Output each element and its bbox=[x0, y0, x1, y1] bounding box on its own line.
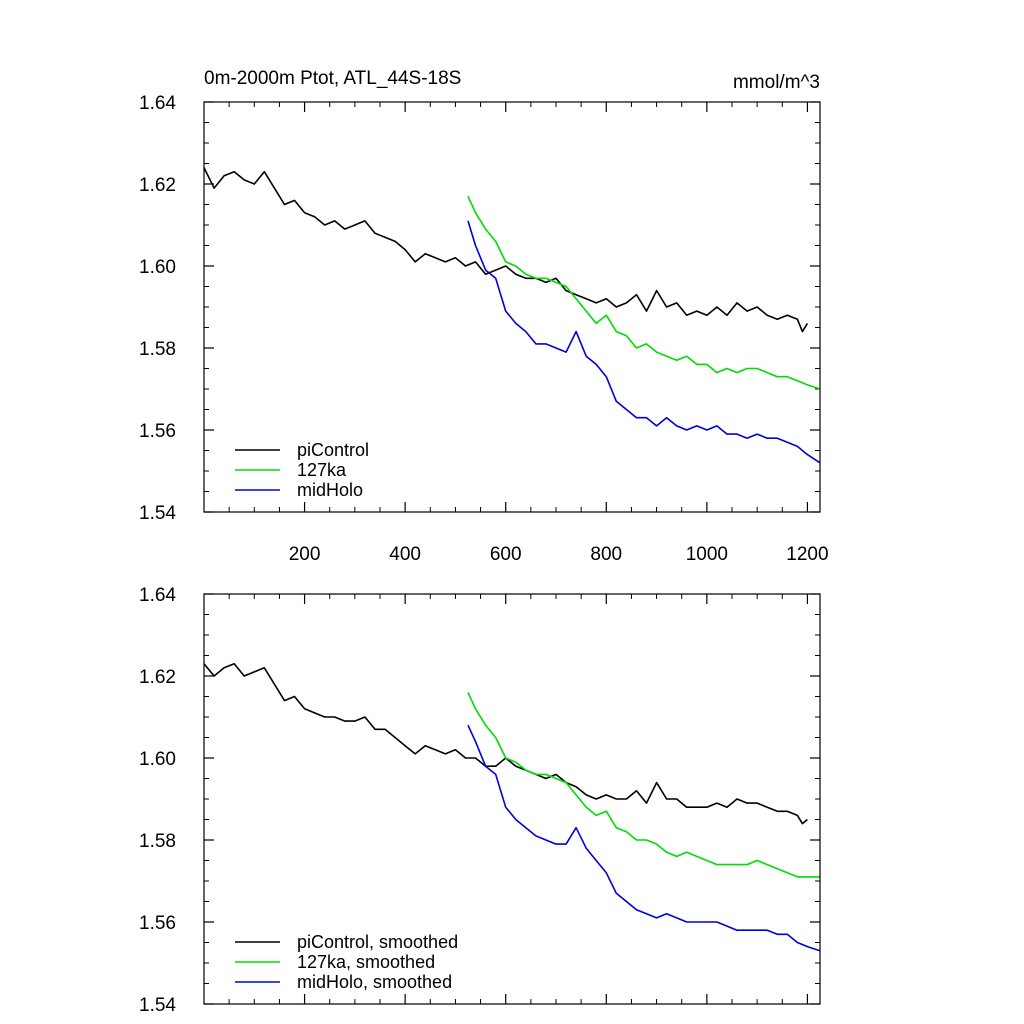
y-tick-label: 1.54 bbox=[139, 995, 176, 1016]
x-tick-label: 200 bbox=[289, 544, 321, 565]
top-panel-title: 0m-2000m Ptot, ATL_44S-18S bbox=[204, 68, 461, 89]
top-plot-frame bbox=[203, 101, 821, 513]
y-tick-label: 1.54 bbox=[139, 503, 176, 524]
y-tick-label: 1.58 bbox=[139, 831, 176, 852]
y-tick-label: 1.60 bbox=[139, 257, 176, 278]
y-tick-label: 1.64 bbox=[139, 93, 176, 114]
x-tick-label: 400 bbox=[389, 544, 421, 565]
legend-label: midHolo, smoothed bbox=[297, 972, 452, 992]
x-tick-label: 1000 bbox=[686, 544, 728, 565]
series-line-2 bbox=[467, 724, 821, 952]
legend-label: midHolo bbox=[297, 480, 363, 500]
top-panel: 0m-2000m Ptot, ATL_44S-18S mmol/m^3 200 4… bbox=[139, 68, 829, 565]
top-panel-units: mmol/m^3 bbox=[733, 72, 820, 93]
series-line-1 bbox=[467, 195, 821, 390]
y-tick-label: 1.60 bbox=[139, 749, 176, 770]
x-tick-label: 800 bbox=[590, 544, 622, 565]
series-line-1 bbox=[467, 692, 820, 878]
y-tick-label: 1.62 bbox=[139, 175, 176, 196]
bottom-plot-frame bbox=[203, 593, 821, 1005]
legend-label: piControl bbox=[297, 440, 369, 460]
series-line-0 bbox=[203, 662, 808, 825]
y-tick-label: 1.56 bbox=[139, 421, 176, 442]
legend-label: 127ka, smoothed bbox=[297, 952, 435, 972]
bottom-panel: 1.54 1.56 1.58 1.60 1.62 1.64 piControl, smoo… bbox=[139, 585, 821, 1016]
series-line-2 bbox=[467, 220, 821, 464]
y-tick-label: 1.58 bbox=[139, 339, 176, 360]
series-line-0 bbox=[203, 167, 809, 333]
legend-label: 127ka bbox=[297, 460, 347, 480]
legend-label: piControl, smoothed bbox=[297, 932, 458, 952]
y-tick-label: 1.64 bbox=[139, 585, 176, 606]
x-tick-label: 600 bbox=[490, 544, 522, 565]
y-tick-label: 1.56 bbox=[139, 913, 176, 934]
x-tick-label: 1200 bbox=[786, 544, 828, 565]
y-tick-label: 1.62 bbox=[139, 667, 176, 688]
